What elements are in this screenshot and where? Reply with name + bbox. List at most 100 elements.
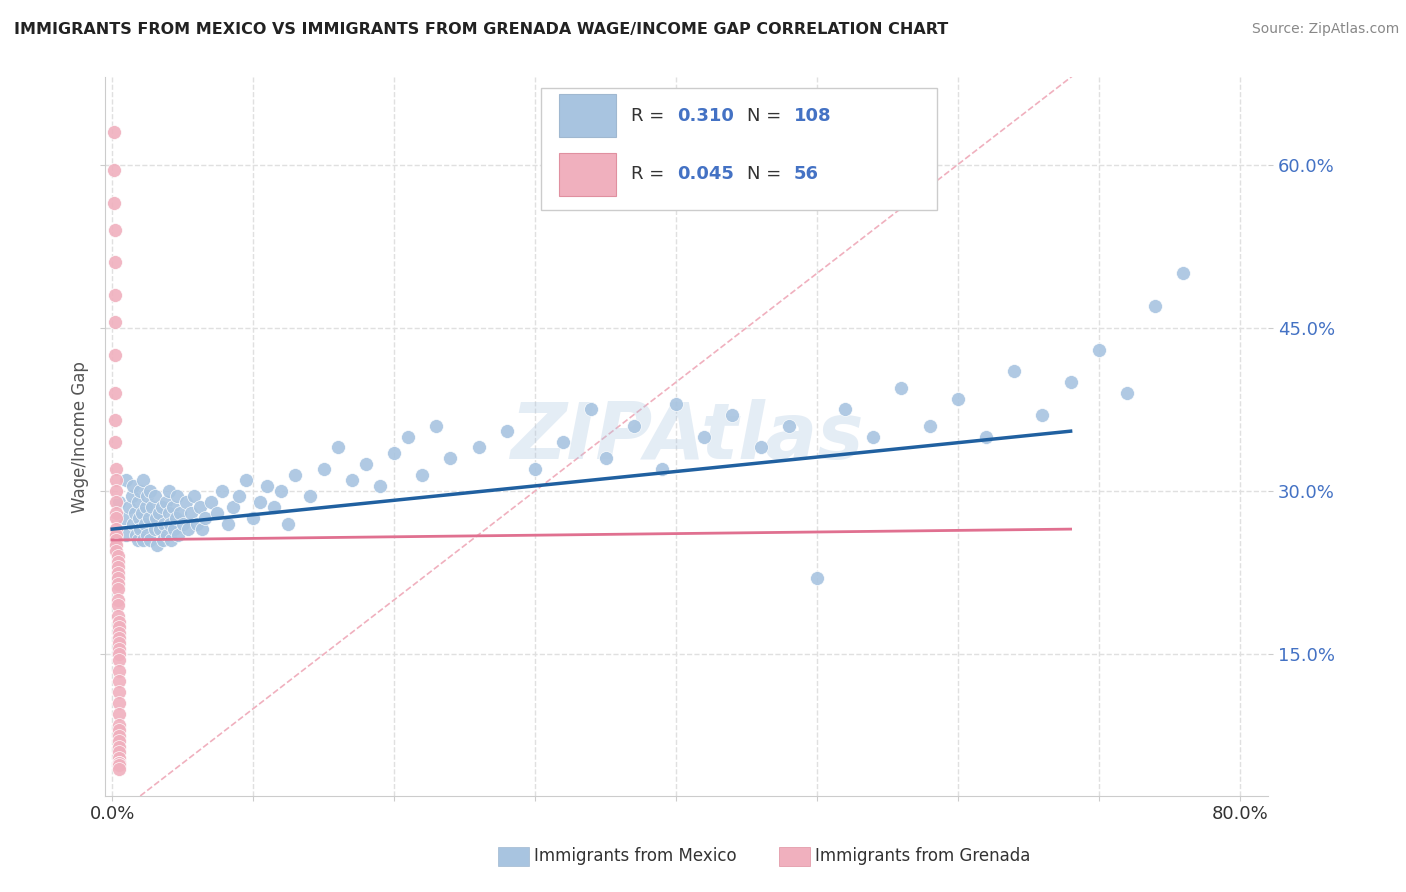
Point [834,402,856,417]
Point [1144,299,1167,313]
Point [143,490,166,504]
Point [108,664,131,678]
Text: ZIPAtlas: ZIPAtlas [510,399,863,475]
Point [163,522,186,536]
Point [778,418,800,433]
Point [156,527,179,541]
Point [108,696,131,710]
Point [108,756,131,771]
Point [1173,266,1195,280]
Point [129,522,152,536]
Point [107,592,129,607]
Point [172,516,194,531]
Point [749,441,772,455]
Point [104,348,127,362]
Point [138,511,160,525]
Point [124,506,146,520]
Text: R =: R = [631,106,669,125]
Point [107,560,129,574]
Point [108,636,131,650]
Point [108,647,131,661]
Point [105,511,128,525]
Point [263,500,285,515]
Point [136,490,159,504]
Text: 0.310: 0.310 [678,106,734,125]
Point [107,599,129,613]
Point [107,566,129,580]
Text: IMMIGRANTS FROM MEXICO VS IMMIGRANTS FROM GRENADA WAGE/INCOME GAP CORRELATION CH: IMMIGRANTS FROM MEXICO VS IMMIGRANTS FRO… [14,22,948,37]
Point [228,490,250,504]
Point [122,478,145,492]
Point [127,495,149,509]
Point [108,718,131,732]
Point [121,490,143,504]
FancyBboxPatch shape [558,95,616,136]
Point [1002,364,1025,378]
Point [105,538,128,552]
Point [105,522,128,536]
Point [186,516,208,531]
Point [108,745,131,759]
Point [249,495,271,509]
Point [595,451,617,466]
Point [1059,375,1081,389]
Text: N =: N = [747,165,787,184]
Point [152,533,174,547]
Point [115,527,138,541]
Point [1031,408,1053,422]
Point [127,533,149,547]
Point [467,441,489,455]
Point [104,255,127,269]
Point [194,511,217,525]
Point [1088,343,1111,357]
Point [132,473,155,487]
Point [132,533,155,547]
Point [157,483,180,498]
Text: Immigrants from Mexico: Immigrants from Mexico [534,847,737,865]
Text: R =: R = [631,165,669,184]
Point [396,429,419,443]
Point [125,527,148,541]
Point [235,473,257,487]
Point [108,707,131,722]
Point [354,457,377,471]
Point [496,424,519,438]
Point [553,435,575,450]
Point [665,397,688,411]
Point [298,490,321,504]
Point [368,478,391,492]
Point [270,483,292,498]
Point [141,500,163,515]
Point [107,549,129,564]
Point [108,495,131,509]
Point [211,483,233,498]
Point [112,511,135,525]
Point [166,490,188,504]
Point [326,441,349,455]
Point [104,386,127,401]
Text: 0.045: 0.045 [678,165,734,184]
Point [581,402,603,417]
Point [165,511,187,525]
Point [108,641,131,656]
Point [108,615,131,629]
Point [439,451,461,466]
Point [174,495,197,509]
Point [135,500,157,515]
FancyBboxPatch shape [558,153,616,195]
Point [105,483,128,498]
Point [105,473,128,487]
Point [108,674,131,689]
Point [108,734,131,748]
Point [107,555,129,569]
Point [242,511,264,525]
Point [340,473,363,487]
Point [159,516,181,531]
Text: 108: 108 [793,106,831,125]
Point [946,392,969,406]
Point [256,478,278,492]
Point [153,516,176,531]
Point [162,500,184,515]
Point [205,506,228,520]
Point [104,223,127,237]
